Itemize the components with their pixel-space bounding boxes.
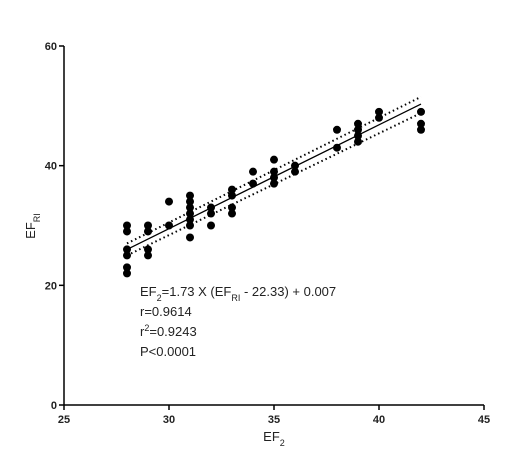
data-point (207, 221, 215, 230)
annotation-part: RI (231, 293, 240, 303)
data-point (207, 203, 215, 212)
data-point (123, 227, 131, 236)
data-point (354, 125, 362, 134)
data-point (417, 119, 425, 128)
annotation: r=0.9614 (140, 304, 192, 319)
data-point (123, 245, 131, 254)
data-point (123, 263, 131, 272)
x-axis-label-part: EF (263, 429, 280, 444)
data-point (207, 209, 215, 218)
data-point (228, 209, 236, 218)
data-point (186, 197, 194, 206)
annotation-part: r (140, 324, 145, 339)
x-tick-label: 40 (373, 414, 385, 426)
data-point (186, 233, 194, 242)
data-point (291, 161, 299, 170)
data-point (123, 269, 131, 278)
data-point (375, 107, 383, 116)
annotation-part: =0.9243 (149, 324, 196, 339)
data-point (228, 203, 236, 212)
data-point (354, 131, 362, 140)
x-tick-label: 35 (268, 414, 280, 426)
data-point (417, 107, 425, 116)
data-point (228, 191, 236, 200)
annotation: EF2=1.73 X (EFRI - 22.33) + 0.007 (140, 284, 336, 303)
data-point (270, 167, 278, 176)
annotation: P<0.0001 (140, 344, 196, 359)
annotation: r2=0.9243 (140, 323, 197, 339)
annotation-part: EF (140, 284, 157, 299)
data-point (417, 125, 425, 134)
data-point (123, 251, 131, 260)
data-point (354, 137, 362, 146)
y-tick-label: 20 (45, 280, 57, 292)
annotation-part: - 22.33) + 0.007 (240, 284, 336, 299)
y-axis-label: EFRI (23, 213, 42, 239)
data-point (249, 179, 257, 188)
data-point (375, 113, 383, 122)
confidence-band-upper (126, 95, 422, 245)
y-axis-label-part: EF (23, 222, 38, 239)
data-point (186, 209, 194, 218)
data-point (144, 245, 152, 254)
y-tick-label: 0 (51, 400, 57, 412)
annotation-part: 2 (144, 323, 149, 333)
x-tick-label: 25 (58, 414, 70, 426)
y-axis-label-part: RI (32, 213, 42, 222)
data-point (165, 221, 173, 230)
data-point (144, 227, 152, 236)
data-point (165, 197, 173, 206)
data-point (144, 251, 152, 260)
data-point (186, 215, 194, 224)
data-point (291, 167, 299, 176)
x-axis-label-part: 2 (280, 438, 285, 448)
annotation-part: =1.73 X (EF (162, 284, 232, 299)
data-point (228, 185, 236, 194)
data-point (270, 179, 278, 188)
data-point (186, 191, 194, 200)
x-tick-label: 45 (478, 414, 490, 426)
data-point (249, 167, 257, 176)
data-point (333, 143, 341, 152)
y-tick-label: 40 (45, 161, 57, 173)
annotation-part: 2 (157, 293, 162, 303)
x-tick-label: 30 (163, 414, 175, 426)
data-point (333, 125, 341, 134)
data-point (270, 173, 278, 182)
data-point (270, 155, 278, 164)
y-tick-label: 60 (45, 41, 57, 53)
data-point (123, 221, 131, 230)
annotation-part: P<0.0001 (140, 344, 196, 359)
data-point (186, 203, 194, 212)
annotation-part: r=0.9614 (140, 304, 192, 319)
data-point (186, 221, 194, 230)
x-axis-label: EF2 (263, 429, 285, 448)
data-point (144, 221, 152, 230)
data-point (354, 119, 362, 128)
